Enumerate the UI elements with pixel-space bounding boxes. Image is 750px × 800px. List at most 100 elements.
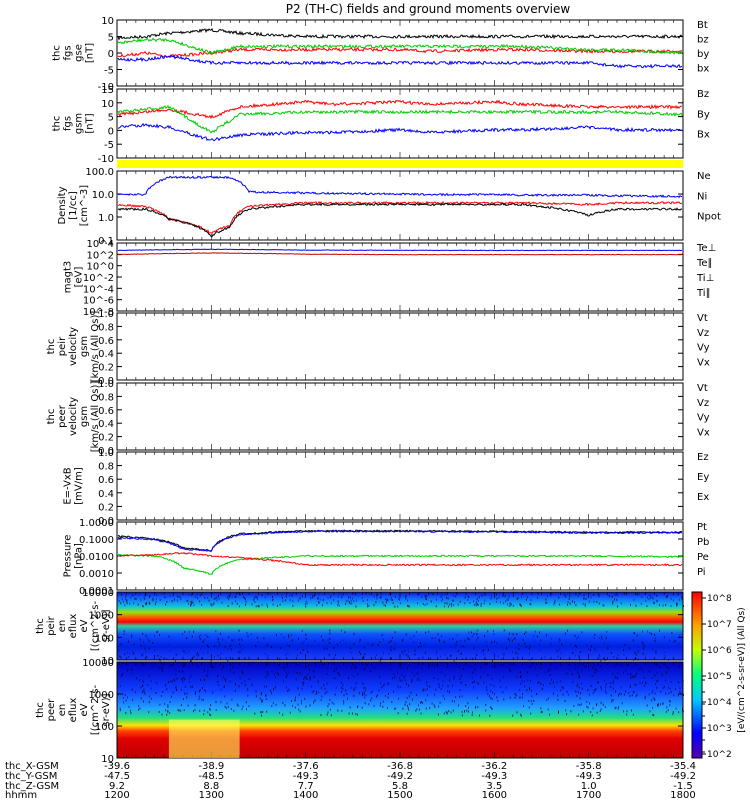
y-axis-label: magt3[eV] <box>63 261 85 294</box>
y-axis-label: Pressure[nPa] <box>63 535 85 578</box>
y-tick-label: 1.0 <box>98 379 114 390</box>
panel-peer-vel: 1.0 0.8 0.6 0.4 0.2 0.0thcpeervelocitygsm[km/… <box>46 379 710 457</box>
x-tick-t: 1700 <box>576 790 601 800</box>
y-tick-label: 10^-8 <box>83 307 114 318</box>
x-tick-t: 1400 <box>293 790 318 800</box>
y-tick-label: 0.6 <box>98 406 114 417</box>
legend-Pt: Pt <box>697 522 707 533</box>
x-tick-z: 7.7 <box>298 781 314 792</box>
x-tick-x: -39.6 <box>104 761 130 772</box>
colorbar-ticks: 10^8 10^7 10^6 10^5 10^4 10^3 10^2 <box>702 594 732 760</box>
series-Pb <box>117 552 683 567</box>
y-tick-label: 0.0010 <box>79 569 114 580</box>
legend-Vy: Vy <box>697 343 710 354</box>
colorbar-tick-label: 10^2 <box>707 750 732 760</box>
series-Ni <box>117 202 683 238</box>
series-Bt <box>117 27 683 41</box>
panel-frame <box>116 88 684 159</box>
y-tick-label: 0.2 <box>98 363 114 374</box>
x-row-label: hhmm <box>5 790 37 800</box>
y-tick-label: 0.6 <box>98 336 114 347</box>
panel-density: 100.0 10.0 1.0 0.1 Density[1/cc][cm^-3] Ne Ni N… <box>57 167 721 247</box>
y-tick-label: 10^-4 <box>83 284 114 295</box>
y-tick-label: 1.0 <box>98 309 114 320</box>
panel-pressure: 1.0000 0.1000 0.0100 0.0010 0.0001 Pressure[n… <box>63 518 710 597</box>
legend-Vz: Vz <box>697 398 709 409</box>
series-Npot <box>117 175 683 199</box>
y-tick-label: 0 <box>108 126 114 137</box>
y-tick-label: 0.6 <box>98 475 114 486</box>
spectrogram-speckle <box>117 662 684 758</box>
legend-Ne: Ne <box>697 171 711 182</box>
x-tick-z: 9.2 <box>109 781 125 792</box>
y-tick-label: 10000 <box>82 588 114 599</box>
y-tick-label: 0.2 <box>98 433 114 444</box>
legend-Npot: Npot <box>697 212 721 223</box>
series-group-density <box>117 175 683 238</box>
colorbar-tick-label: 10^8 <box>707 594 732 604</box>
panel-frame <box>116 382 684 451</box>
y-tick-label: 0.0 <box>98 446 114 457</box>
series-group-fgs-gse <box>117 27 683 69</box>
series-Pi <box>117 529 683 553</box>
panel-efield: 1.0 0.8 0.6 0.4 0.2 0.0 E=-VxB[mV/m] Ez Ey Ex <box>63 448 710 527</box>
series-Pe <box>117 553 683 575</box>
colorbar-tick-label: 10^3 <box>707 724 732 734</box>
y-axis-label: Density[1/cc][cm^-3] <box>57 185 90 226</box>
legend-Ex: Ex <box>697 492 709 503</box>
y-tick-label: 100 <box>95 633 114 644</box>
y-tick-label: 5 <box>108 33 114 44</box>
y-tick-label: 10 <box>101 16 114 27</box>
legend-Ti∥: Ti∥ <box>696 288 711 299</box>
legend-Ni: Ni <box>697 191 707 202</box>
x-tick-z: 5.8 <box>392 781 408 792</box>
legend-Bz: Bz <box>697 89 709 100</box>
series-Ti∥ <box>117 248 683 252</box>
y-tick-label: 1.0000 <box>79 518 114 529</box>
x-tick-t: 1600 <box>482 790 507 800</box>
x-tick-x: -38.9 <box>198 761 224 772</box>
panel-temp: 10^410^210^010^-210^-410^-610^-8 magt3[eV… <box>63 239 717 318</box>
pressure-series <box>117 529 683 575</box>
y-tick-label: 10^4 <box>87 239 114 250</box>
legend-bz: bz <box>697 35 709 46</box>
yellow-status-bar <box>117 160 683 168</box>
x-tick-z: 1.0 <box>581 781 597 792</box>
x-tick-y: -48.5 <box>198 771 224 782</box>
panels: 10 5 0 -5 -10 thcfgsgse[nT] Bt bz by bx 15 10 5 0 -5 -1… <box>35 16 721 765</box>
y-tick-label: 10^-2 <box>83 273 114 284</box>
series-bx <box>117 54 683 69</box>
spectrogram-speckle <box>118 592 684 662</box>
legend-Vt: Vt <box>697 313 708 324</box>
y-tick-label: 0.1 <box>98 236 114 247</box>
y-tick-label: 10 <box>101 754 114 765</box>
legend-Te∥: Te∥ <box>696 258 713 269</box>
y-tick-label: 10 <box>101 656 114 667</box>
y-tick-label: 0.0 <box>98 376 114 387</box>
x-tick-y: -49.2 <box>387 771 413 782</box>
panel-frame <box>116 312 684 381</box>
x-tick-z: -1.5 <box>673 781 693 792</box>
x-row-label: thc_Y-GSM <box>5 771 57 782</box>
y-tick-label: 10^-6 <box>83 296 114 307</box>
y-tick-label: 0.0001 <box>79 586 114 597</box>
legend-Vx: Vx <box>697 357 710 368</box>
colorbar-tick-label: 10^6 <box>707 646 732 656</box>
y-tick-label: 0.8 <box>98 322 114 333</box>
y-tick-label: 1.0 <box>98 213 114 224</box>
legend-bx: bx <box>697 64 709 75</box>
legend-Bx: Bx <box>697 130 710 141</box>
y-tick-label: 0.4 <box>98 419 114 430</box>
legend-Vt: Vt <box>697 383 708 394</box>
colorbar-gradient <box>691 591 703 759</box>
series-by <box>117 37 683 55</box>
x-tick-x: -36.8 <box>387 761 413 772</box>
y-tick-label: -10 <box>98 154 114 165</box>
y-tick-label: 5 <box>108 113 114 124</box>
x-tick-x: -35.4 <box>670 761 696 772</box>
y-tick-label: 0.8 <box>98 462 114 473</box>
series-By <box>117 104 683 134</box>
y-axis-label: thcpeerenefluxeV[(cm^2-s-sr-eV)] <box>35 685 112 736</box>
y-tick-label: 10000 <box>82 658 114 669</box>
